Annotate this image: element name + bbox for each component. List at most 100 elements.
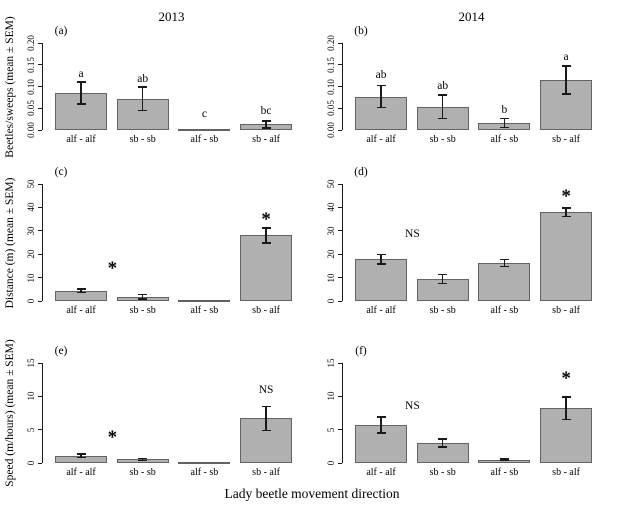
error-bar-cap-bottom — [76, 103, 86, 105]
sig-asterisk: * — [561, 186, 571, 208]
bar — [540, 212, 593, 301]
error-bar-line — [565, 397, 567, 420]
error-bar-line — [565, 66, 567, 94]
x-tick-label: alf - alf — [66, 134, 96, 145]
y-tick-mark — [38, 129, 42, 131]
y-tick-mark — [338, 107, 342, 109]
y-tick-label: 0.05 — [326, 100, 336, 117]
y-tick-mark — [38, 42, 42, 44]
x-tick-label: alf - sb — [190, 305, 219, 316]
y-tick-label: 0.10 — [326, 78, 336, 95]
x-axis-title: Lady beetle movement direction — [224, 486, 400, 501]
y-tick-label: 0.00 — [326, 122, 336, 138]
error-bar-cap-top — [438, 94, 448, 96]
x-tick-label: alf - sb — [490, 467, 519, 478]
y-tick-mark — [338, 362, 342, 364]
y-tick-label: 0.00 — [26, 122, 36, 138]
y-tick-label: 10 — [26, 391, 36, 401]
sig-label: ab — [137, 72, 149, 85]
x-tick-label: sb - alf — [552, 467, 580, 478]
error-bar-cap-bottom — [261, 429, 271, 432]
y-tick-label: 30 — [26, 226, 36, 236]
y-tick-mark — [338, 86, 342, 87]
error-bar-line — [380, 417, 382, 433]
bar — [178, 299, 231, 302]
y-tick-mark — [338, 42, 342, 44]
x-tick-label: sb - sb — [129, 305, 156, 316]
error-bar-cap-top — [499, 117, 509, 120]
error-bar-line — [141, 86, 144, 111]
x-tick-label: alf - sb — [190, 467, 219, 478]
error-bar-line — [441, 274, 444, 284]
y-tick-mark — [338, 462, 342, 464]
y-axis-title: Beetles/sweeps (mean ± SEM) — [4, 15, 16, 158]
y-tick-label: 50 — [326, 179, 336, 189]
error-bar-line — [265, 120, 267, 128]
x-tick-label: sb - alf — [252, 134, 280, 145]
error-bar-cap-top — [138, 86, 148, 88]
error-bar-cap-bottom — [499, 265, 509, 268]
y-tick-label: 5 — [326, 427, 336, 432]
error-bar-cap-bottom — [438, 446, 448, 448]
x-tick-label: sb - sb — [129, 134, 156, 145]
y-tick-mark — [38, 429, 42, 431]
error-bar-cap-bottom — [138, 298, 148, 300]
y-tick-label: 0.20 — [326, 35, 336, 51]
error-bar-cap-top — [261, 227, 271, 229]
error-bar-cap-top — [376, 416, 386, 418]
y-axis-title: Distance (m) (mean ± SEM) — [4, 177, 16, 308]
error-bar-cap-top — [138, 293, 148, 296]
y-tick-label: 0.05 — [26, 100, 36, 117]
error-bar-cap-top — [76, 453, 86, 455]
panel-letter: (b) — [354, 25, 368, 37]
y-tick-mark — [338, 64, 342, 66]
sig-label: NS — [405, 228, 420, 241]
y-tick-label: 10 — [326, 273, 336, 283]
sig-label: b — [501, 103, 508, 116]
error-bar-cap-bottom — [561, 93, 571, 95]
error-bar-cap-bottom — [376, 263, 386, 265]
y-axis-line — [42, 363, 43, 463]
error-bar-cap-bottom — [261, 242, 271, 244]
error-bar-line — [380, 254, 382, 265]
error-bar-cap-top — [499, 258, 509, 261]
y-tick-label: 10 — [26, 273, 36, 283]
y-tick-label: 15 — [326, 358, 336, 368]
error-bar-cap-bottom — [76, 291, 86, 294]
error-bar-cap-bottom — [376, 106, 386, 109]
sig-label: NS — [405, 399, 420, 412]
y-tick-label: 50 — [26, 179, 36, 189]
y-tick-mark — [338, 129, 342, 131]
y-tick-label: 10 — [326, 391, 336, 401]
y-tick-mark — [38, 277, 42, 279]
sig-asterisk: * — [107, 427, 118, 449]
y-tick-label: 0 — [26, 460, 36, 466]
error-bar-line — [141, 294, 144, 300]
error-bar-line — [80, 82, 82, 104]
panel-letter: (c) — [54, 166, 68, 178]
error-bar-cap-top — [76, 81, 86, 83]
y-tick-mark — [38, 107, 42, 109]
x-tick-label: alf - sb — [490, 305, 519, 316]
y-tick-mark — [338, 277, 342, 279]
y-axis-line — [342, 43, 343, 130]
error-bar-cap-top — [376, 84, 386, 87]
error-bar-cap-bottom — [76, 456, 86, 459]
x-tick-label: alf - sb — [190, 134, 219, 145]
error-bar-line — [141, 458, 144, 461]
y-tick-label: 5 — [26, 427, 36, 432]
y-tick-label: 40 — [26, 202, 36, 212]
bar — [478, 263, 531, 301]
y-tick-mark — [38, 86, 42, 87]
y-tick-label: 0.15 — [326, 56, 336, 73]
error-bar-cap-top — [138, 457, 148, 460]
panel-letter: (d) — [354, 166, 368, 178]
panel-title: 2013 — [158, 9, 185, 24]
x-tick-label: sb - sb — [429, 467, 456, 478]
error-bar-cap-bottom — [376, 432, 386, 434]
y-tick-mark — [338, 206, 342, 208]
y-tick-mark — [338, 253, 342, 255]
x-tick-label: sb - alf — [252, 305, 280, 316]
y-tick-mark — [38, 64, 42, 66]
